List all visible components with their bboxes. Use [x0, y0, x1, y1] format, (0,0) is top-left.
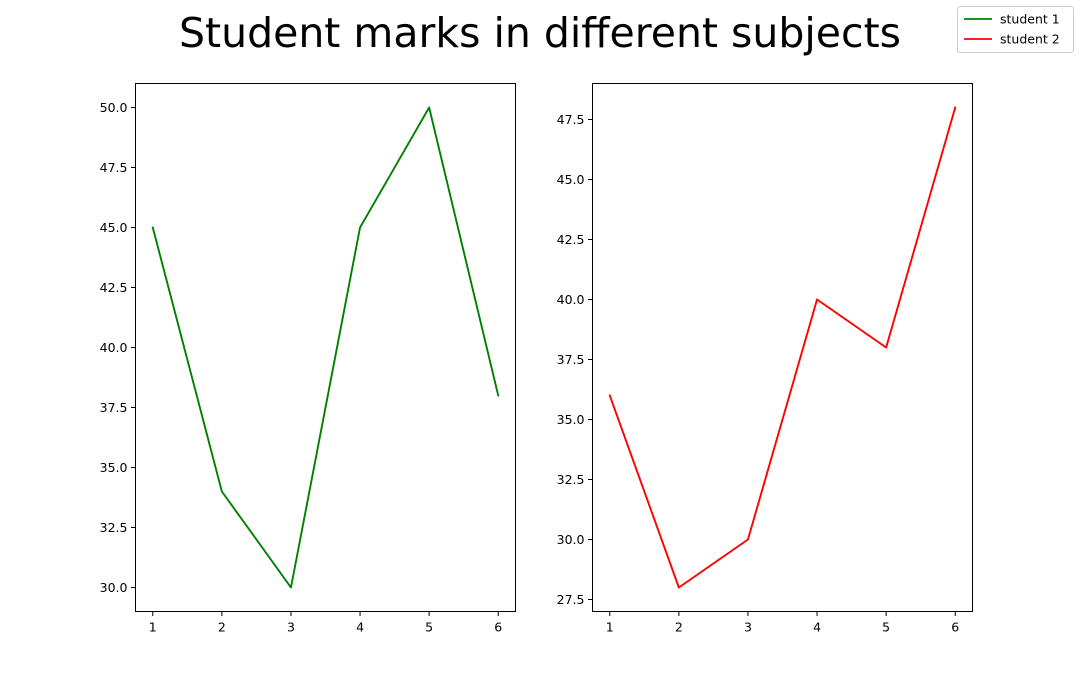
axes-frame [592, 83, 973, 612]
y-tick-label: 35.0 [100, 460, 128, 475]
y-tick-label: 45.0 [557, 172, 585, 187]
y-tick-label: 50.0 [100, 100, 128, 115]
subplot-1: 1 2 3 4 5 6 30.0 32.5 35.0 37.5 40.0 42.5 45.0 47.5 50… [100, 83, 516, 635]
x-tick-label: 4 [356, 620, 364, 635]
x-tick-label: 1 [149, 620, 157, 635]
figure-title: Student marks in different subjects [179, 9, 901, 57]
y-tick-label: 47.5 [557, 112, 585, 127]
subplot-2: 1 2 3 4 5 6 27.5 30.0 32.5 35.0 37.5 40.0 42.5 45.0 47… [557, 83, 973, 635]
y-tick-label: 45.0 [100, 220, 128, 235]
y-tick-label: 47.5 [100, 160, 128, 175]
x-tick-label: 2 [675, 620, 683, 635]
y-tick-label: 37.5 [557, 352, 585, 367]
y-tick-label: 40.0 [557, 292, 585, 307]
legend-label-student-1: student 1 [1000, 12, 1060, 27]
x-tick-label: 3 [287, 620, 295, 635]
x-tick-label: 6 [494, 620, 502, 635]
y-tick-label: 30.0 [100, 580, 128, 595]
series-line-student-1 [151, 106, 500, 589]
y-tick-label: 37.5 [100, 400, 128, 415]
x-tick-label: 5 [882, 620, 890, 635]
x-tick-label: 4 [813, 620, 821, 635]
legend-label-student-2: student 2 [1000, 32, 1060, 47]
y-tick-label: 42.5 [100, 280, 128, 295]
y-tick-label: 30.0 [557, 532, 585, 547]
x-tick-label: 5 [425, 620, 433, 635]
subplots: 1 2 3 4 5 6 30.0 32.5 35.0 37.5 40.0 42.5 45.0 47.5 50… [100, 83, 973, 635]
legend-frame [957, 6, 1074, 53]
y-tick-label: 35.0 [557, 412, 585, 427]
y-tick-label: 32.5 [557, 472, 585, 487]
y-tick-label: 40.0 [100, 340, 128, 355]
y-tick-label: 27.5 [557, 592, 585, 607]
y-tick-label: 42.5 [557, 232, 585, 247]
legend: student 1 student 2 [957, 6, 1074, 53]
x-tick-label: 6 [951, 620, 959, 635]
y-tick-label: 32.5 [100, 520, 128, 535]
x-tick-label: 1 [606, 620, 614, 635]
x-tick-label: 3 [744, 620, 752, 635]
x-tick-label: 2 [218, 620, 226, 635]
series-line-student-2 [608, 106, 957, 589]
